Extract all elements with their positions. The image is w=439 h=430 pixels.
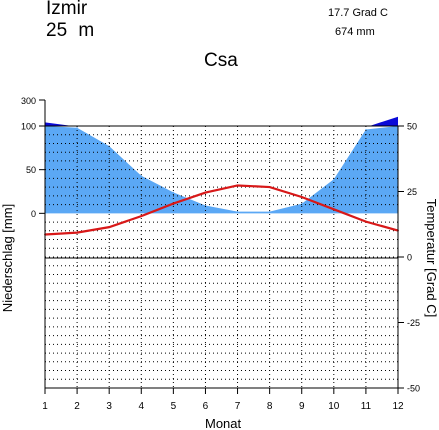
climate-classification: Csa (204, 50, 238, 71)
precipitation-point (76, 127, 78, 129)
precipitation-area (45, 126, 398, 214)
temperature-point (76, 231, 78, 234)
temperature-point (365, 220, 367, 223)
station-elevation: 25 m (46, 20, 95, 41)
temperature-point (108, 226, 111, 229)
right-axis-tick-label: 50 (407, 122, 417, 132)
precipitation-point (365, 128, 367, 131)
x-axis-label: Monat (205, 416, 242, 430)
left-axis-tick-label: 0 (31, 209, 36, 219)
x-tick-label: 10 (328, 401, 340, 412)
temperature-point (172, 202, 175, 205)
x-tick-label: 5 (171, 401, 177, 412)
mean-temperature: 17.7 Grad C (328, 7, 388, 19)
x-tick-label: 11 (361, 401, 372, 412)
precipitation-area-layer (44, 116, 399, 214)
temperature-line (44, 184, 399, 236)
annual-precipitation: 674 mm (335, 26, 375, 38)
right-axis-label: Temperatur [Grad C] (424, 199, 439, 318)
temperature-point (140, 215, 143, 218)
right-axis-tick-label: -50 (407, 384, 420, 394)
x-tick-label: 8 (267, 401, 273, 412)
precipitation-point (301, 203, 303, 205)
grid-layer (45, 126, 398, 388)
temperature-point (268, 186, 271, 188)
precipitation-excess-area (45, 122, 73, 126)
precipitation-point (269, 210, 271, 213)
temperature-point (204, 191, 207, 194)
left-axis-tick-label: 300 (21, 96, 36, 106)
x-tick-label: 6 (203, 401, 209, 412)
temperature-point (300, 196, 303, 198)
right-axis-tick-label: -25 (407, 318, 420, 328)
right-axis-tick-label: 0 (407, 253, 412, 263)
x-tick-label: 4 (138, 401, 144, 412)
x-tick-label: 1 (42, 401, 48, 412)
x-tick-label: 2 (74, 401, 80, 412)
precipitation-excess-area (369, 116, 398, 126)
left-axis-tick-label: 100 (21, 122, 36, 132)
precipitation-point (172, 191, 174, 193)
x-tick-label: 7 (235, 401, 241, 412)
x-tick-label: 3 (106, 401, 112, 412)
left-axis-label: Niederschlag [mm] (0, 204, 15, 312)
precipitation-point (204, 204, 207, 207)
temperature-point (236, 184, 239, 187)
station-name: Izmir (46, 0, 88, 19)
left-axis-tick-label: 50 (26, 165, 36, 175)
temperature-point (332, 208, 335, 211)
precipitation-point (236, 210, 239, 213)
x-tick-label: 12 (392, 401, 404, 412)
x-tick-label: 9 (299, 401, 305, 412)
right-axis-tick-label: 25 (407, 187, 417, 197)
precipitation-point (140, 175, 142, 177)
